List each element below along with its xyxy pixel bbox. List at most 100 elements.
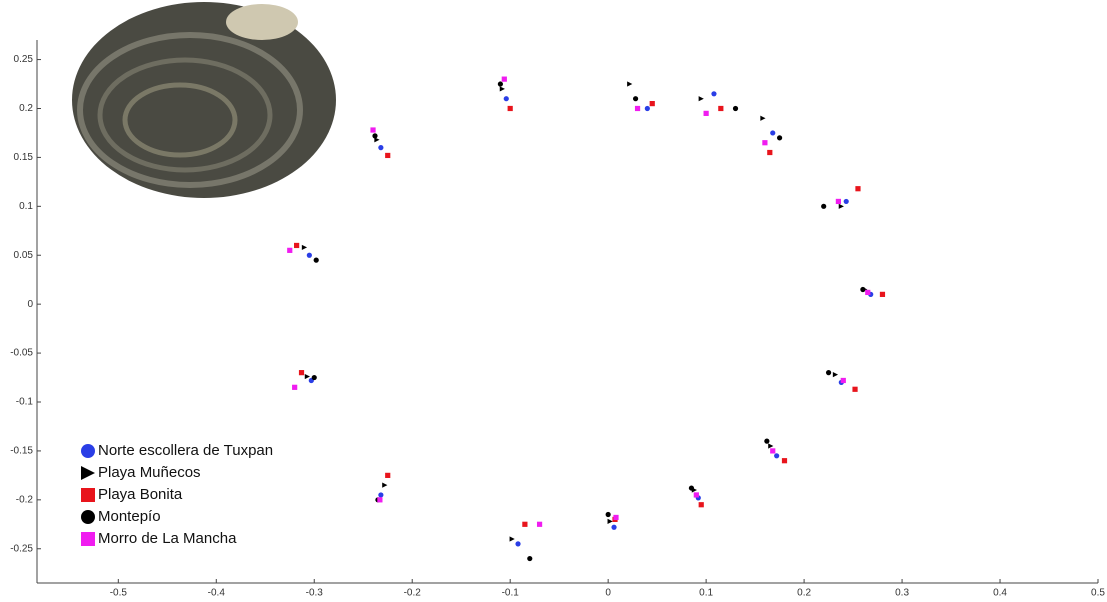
point — [733, 106, 738, 111]
legend-marker — [81, 510, 95, 524]
point — [704, 111, 709, 116]
point — [841, 378, 846, 383]
point — [500, 86, 505, 91]
x-tick-label: 0 — [605, 588, 611, 599]
point — [821, 204, 826, 209]
point — [860, 287, 865, 292]
point — [502, 77, 507, 82]
point — [760, 116, 765, 121]
point — [777, 135, 782, 140]
x-tick-label: 0.1 — [699, 588, 713, 599]
x-tick-label: 0.2 — [797, 588, 811, 599]
point — [844, 199, 849, 204]
legend-label: Morro de La Mancha — [98, 530, 237, 547]
point — [836, 199, 841, 204]
y-tick-label: -0.1 — [16, 397, 34, 408]
y-tick-label: 0.2 — [19, 103, 33, 114]
point — [711, 91, 716, 96]
point — [515, 541, 520, 546]
point — [718, 106, 723, 111]
point — [312, 375, 317, 380]
point — [770, 448, 775, 453]
point — [865, 290, 870, 295]
x-tick-label: -0.3 — [306, 588, 324, 599]
point — [689, 485, 694, 490]
x-tick-label: -0.1 — [502, 588, 520, 599]
point — [370, 127, 375, 132]
point — [645, 106, 650, 111]
point — [627, 81, 632, 86]
point — [826, 370, 831, 375]
point — [522, 522, 527, 527]
point — [302, 245, 307, 250]
legend-marker — [81, 488, 95, 502]
y-tick-label: 0 — [27, 299, 33, 310]
point — [833, 372, 838, 377]
point — [307, 253, 312, 258]
point — [770, 130, 775, 135]
point — [382, 483, 387, 488]
shell-photo — [72, 2, 336, 198]
point — [294, 243, 299, 248]
point — [613, 515, 618, 520]
point — [768, 443, 773, 448]
y-tick-label: -0.05 — [10, 348, 33, 359]
y-tick-label: 0.15 — [14, 152, 34, 163]
point — [378, 492, 383, 497]
point — [608, 519, 613, 524]
point — [699, 96, 704, 101]
point — [299, 370, 304, 375]
y-tick-label: 0.05 — [14, 250, 34, 261]
x-tick-label: 0.4 — [993, 588, 1007, 599]
x-tick-label: -0.2 — [404, 588, 422, 599]
point — [855, 186, 860, 191]
point — [782, 458, 787, 463]
legend-marker — [81, 532, 95, 546]
y-tick-label: -0.15 — [10, 446, 33, 457]
point — [839, 204, 844, 209]
point — [767, 150, 772, 155]
point — [504, 96, 509, 101]
point — [287, 248, 292, 253]
x-tick-label: 0.3 — [895, 588, 909, 599]
point — [852, 387, 857, 392]
point — [385, 153, 390, 158]
point — [611, 525, 616, 530]
point — [508, 106, 513, 111]
legend-label: Playa Muñecos — [98, 464, 201, 481]
legend-label: Norte escollera de Tuxpan — [98, 442, 273, 459]
point — [606, 512, 611, 517]
legend-label: Montepío — [98, 508, 161, 525]
x-tick-label: 0.5 — [1091, 588, 1105, 599]
point — [635, 106, 640, 111]
legend-marker — [81, 444, 95, 458]
legend-marker — [81, 466, 95, 480]
point — [377, 497, 382, 502]
point — [527, 556, 532, 561]
point — [694, 492, 699, 497]
x-tick-label: -0.5 — [110, 588, 128, 599]
point — [498, 81, 503, 86]
x-tick-label: -0.4 — [208, 588, 226, 599]
point — [378, 145, 383, 150]
point — [292, 385, 297, 390]
point — [510, 536, 515, 541]
y-tick-label: 0.1 — [19, 201, 33, 212]
point — [762, 140, 767, 145]
point — [774, 453, 779, 458]
point — [385, 473, 390, 478]
point — [314, 258, 319, 263]
point — [633, 96, 638, 101]
point — [699, 502, 704, 507]
point — [764, 439, 769, 444]
legend-label: Playa Bonita — [98, 486, 183, 503]
y-tick-label: -0.25 — [10, 543, 33, 554]
chart: -0.5 -0.4 -0.3 -0.2 -0.1 0 0.1 0.2 0.3 0.4 0.5 -0.2… — [0, 0, 1107, 602]
y-tick-label: -0.2 — [16, 494, 34, 505]
y-tick-label: 0.25 — [14, 54, 34, 65]
point — [305, 374, 310, 379]
point — [537, 522, 542, 527]
point — [650, 101, 655, 106]
point — [880, 292, 885, 297]
point — [372, 133, 377, 138]
